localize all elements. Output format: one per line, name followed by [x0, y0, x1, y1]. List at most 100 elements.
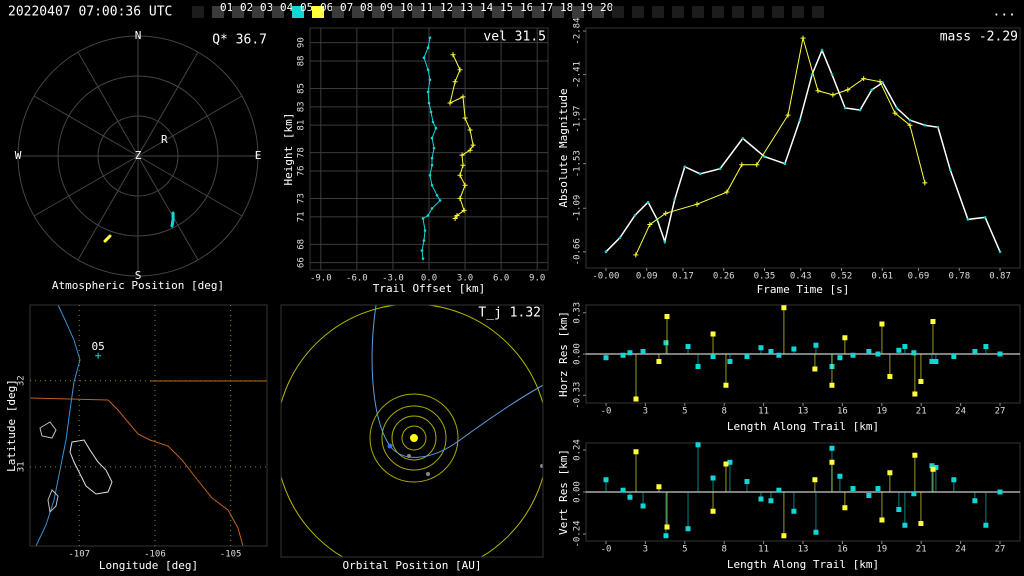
point [781, 305, 787, 311]
point [813, 342, 819, 348]
point [423, 229, 427, 232]
x-tick-label: 27 [995, 407, 1006, 417]
station-label: 13 [460, 1, 473, 14]
station-label: 09 [380, 1, 393, 14]
station-label: 17 [540, 1, 553, 14]
x-tick-label: 5 [682, 545, 687, 555]
point [461, 207, 467, 213]
y-tick-label: 88 [297, 56, 307, 67]
point [837, 473, 843, 479]
x-tick-label: 3 [643, 407, 648, 417]
x-tick-label: 0.26 [713, 272, 735, 282]
point [912, 391, 918, 397]
polar-spoke [137, 155, 243, 217]
island-outline [47, 489, 59, 514]
y-tick-label: 0.00 [573, 343, 583, 365]
point [829, 459, 835, 465]
station-label: 02 [240, 1, 253, 14]
point [430, 156, 434, 160]
point [896, 347, 902, 353]
y-axis-label: Latitude [deg] [5, 379, 18, 472]
station-box [392, 6, 404, 18]
point [842, 505, 848, 511]
x-tick-label: -3.0 [382, 274, 404, 284]
point [829, 445, 835, 451]
point [646, 200, 650, 204]
timestamp: 20220407 07:00:36 UTC [8, 5, 172, 20]
x-axis-label: Length Along Trail [km] [727, 558, 879, 571]
x-tick-label: 0.43 [790, 272, 812, 282]
point [875, 351, 881, 357]
point [430, 184, 434, 187]
point [727, 459, 733, 465]
y-tick-label: 73 [297, 193, 307, 204]
point [850, 486, 856, 491]
point [879, 321, 885, 327]
station-box [312, 6, 324, 18]
y-tick-label: 71 [297, 211, 307, 222]
point [911, 350, 917, 356]
point [800, 35, 806, 41]
point [663, 340, 669, 346]
point [656, 359, 662, 364]
station-label: 11 [420, 1, 433, 14]
point [842, 335, 848, 341]
y-tick-label: -0.24 [573, 520, 583, 547]
station-marker [95, 352, 102, 359]
station-label: 08 [360, 1, 373, 14]
point [758, 496, 764, 502]
annotation: mass -2.29 [940, 30, 1018, 45]
point [447, 100, 453, 106]
x-axis-label: Orbital Position [AU] [342, 559, 481, 572]
point [813, 529, 819, 535]
x-tick-label: 0.17 [672, 272, 694, 282]
station-box [212, 6, 224, 18]
x-tick-label: -9.0 [310, 274, 332, 284]
y-tick-label: 85 [297, 83, 307, 94]
earth [387, 443, 393, 449]
x-tick-label: 3.0 [457, 274, 473, 284]
point [911, 491, 917, 497]
y-tick-label: -1.09 [573, 195, 583, 222]
river [35, 305, 81, 546]
station-box [712, 6, 724, 18]
station-label: 03 [260, 1, 273, 14]
station-box [192, 6, 204, 18]
meteoroid-orbit [371, 305, 543, 458]
point [428, 174, 432, 177]
y-tick-label: -2.41 [573, 61, 583, 88]
y-axis-label: Absolute Magnitude [557, 88, 570, 207]
station-box [592, 6, 604, 18]
point [951, 354, 957, 359]
point [902, 522, 908, 528]
station-label: 01 [220, 1, 233, 14]
point [428, 78, 432, 82]
x-tick-label: 0.0 [421, 274, 437, 284]
point [923, 123, 927, 127]
point [837, 355, 843, 361]
station-label: 20 [600, 1, 613, 14]
planet [540, 464, 543, 468]
point [791, 508, 797, 514]
station-marker: R [161, 133, 168, 146]
point [620, 487, 626, 493]
station-box [252, 6, 264, 18]
point [421, 217, 425, 220]
polar-spoke [137, 155, 199, 261]
point [457, 67, 463, 73]
point [421, 257, 425, 260]
station-box [732, 6, 744, 18]
x-tick-label: 21 [916, 407, 927, 417]
point [427, 101, 431, 105]
point [633, 252, 639, 258]
x-tick-label: 0.87 [989, 272, 1011, 282]
y-axis-label: Vert Res [km] [557, 449, 570, 535]
point [457, 195, 463, 201]
y-tick-label: 76 [297, 166, 307, 177]
point [620, 352, 626, 358]
x-tick-label: 21 [916, 545, 927, 555]
x-tick-label: 24 [955, 407, 966, 417]
point [983, 522, 989, 528]
station-label: 05 [92, 340, 105, 353]
